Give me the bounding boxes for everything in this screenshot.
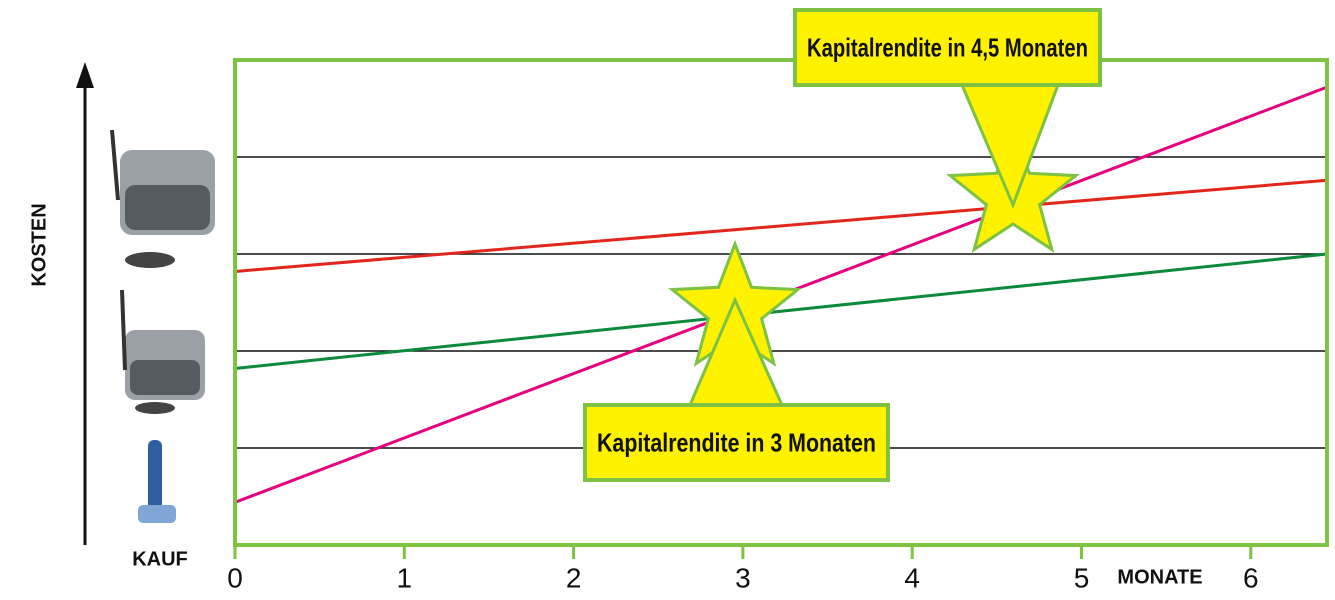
product-icons <box>112 130 215 523</box>
sweeper-body <box>130 360 200 395</box>
x-tick-label: 0 <box>227 562 243 593</box>
x-tick-label: 3 <box>735 562 751 593</box>
sweeper-handle <box>122 290 125 370</box>
sweeper-body <box>125 185 210 230</box>
x-tick-label: 5 <box>1074 562 1090 593</box>
series-line <box>235 180 1327 271</box>
origin-label: KAUF <box>132 548 188 570</box>
x-tick-label: 1 <box>397 562 413 593</box>
sweeper-wheel <box>125 252 175 268</box>
y-arrow-head <box>76 62 94 88</box>
vacuum-base <box>138 505 176 523</box>
x-axis-label: MONATE <box>1117 566 1202 588</box>
vacuum-icon <box>148 440 162 510</box>
x-tick-label: 6 <box>1243 562 1259 593</box>
x-tick-label: 2 <box>566 562 582 593</box>
callout-text: Kapitalrendite in 3 Monaten <box>597 427 876 457</box>
sweeper-wheel <box>135 402 175 414</box>
plot-area: 0 1 2 3 4 5 6 MONATE <box>227 60 1327 593</box>
sweeper-handle <box>112 130 118 200</box>
callout-text: Kapitalrendite in 4,5 Monaten <box>807 32 1088 62</box>
chart: KOSTEN KAUF 0 1 2 3 4 5 6 MONATE Kapitalrendite… <box>0 0 1335 600</box>
x-tick-label: 4 <box>904 562 920 593</box>
annotations: Kapitalrendite in 4,5 Monaten Kapitalrend… <box>585 10 1100 480</box>
y-axis-label: KOSTEN <box>28 203 50 286</box>
